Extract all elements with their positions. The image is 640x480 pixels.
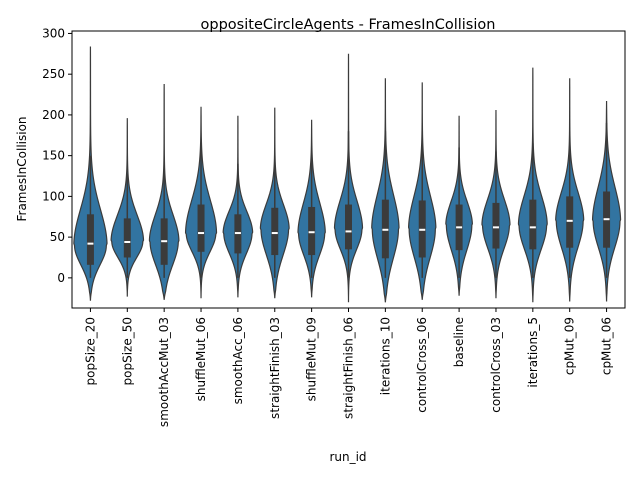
x-tick-label: popSize_50 — [120, 317, 134, 385]
y-tick-label: 100 — [42, 189, 65, 203]
y-tick-label: 250 — [42, 67, 65, 81]
x-tick-label: popSize_20 — [83, 317, 97, 385]
iqr-box — [492, 202, 500, 249]
x-tick-label: controlCross_06 — [415, 317, 429, 413]
x-tick-label: iterations_5 — [526, 317, 540, 388]
x-axis: popSize_20 popSize_50 smoothAccMut_03 shuff… — [83, 308, 614, 427]
x-tick-label: shuffleMut_06 — [194, 317, 208, 401]
x-tick-label: cpMut_09 — [563, 317, 577, 375]
box-series — [86, 123, 611, 278]
y-tick-label: 200 — [42, 108, 65, 122]
x-tick-label: smoothAccMut_03 — [157, 317, 171, 427]
iqr-box — [566, 196, 574, 248]
x-tick-label: iterations_10 — [378, 317, 392, 395]
violin-series — [73, 46, 622, 303]
x-tick-label: controlCross_03 — [489, 317, 503, 413]
iqr-box — [529, 199, 537, 250]
iqr-box — [271, 207, 279, 256]
y-tick-label: 150 — [42, 149, 65, 163]
y-tick-label: 300 — [42, 26, 65, 40]
x-tick-label: smoothAcc_06 — [231, 317, 245, 404]
x-axis-label: run_id — [329, 450, 366, 464]
iqr-box — [345, 204, 352, 250]
chart-title: oppositeCircleAgents - FramesInCollision — [201, 17, 496, 33]
y-axis: 0 50 100 150 200 250 300 — [42, 26, 72, 285]
y-axis-label: FramesInCollision — [15, 116, 29, 221]
iqr-box — [197, 204, 205, 252]
y-tick-label: 50 — [50, 230, 65, 244]
x-tick-label: straightFinish_06 — [342, 317, 356, 419]
iqr-box — [308, 206, 316, 256]
x-tick-label: cpMut_06 — [600, 317, 614, 375]
x-tick-label: straightFinish_03 — [268, 317, 282, 419]
iqr-box — [123, 218, 131, 258]
iqr-box — [86, 214, 94, 265]
x-tick-label: baseline — [452, 317, 466, 367]
y-tick-label: 0 — [57, 271, 65, 285]
x-tick-label: shuffleMut_09 — [305, 317, 319, 401]
